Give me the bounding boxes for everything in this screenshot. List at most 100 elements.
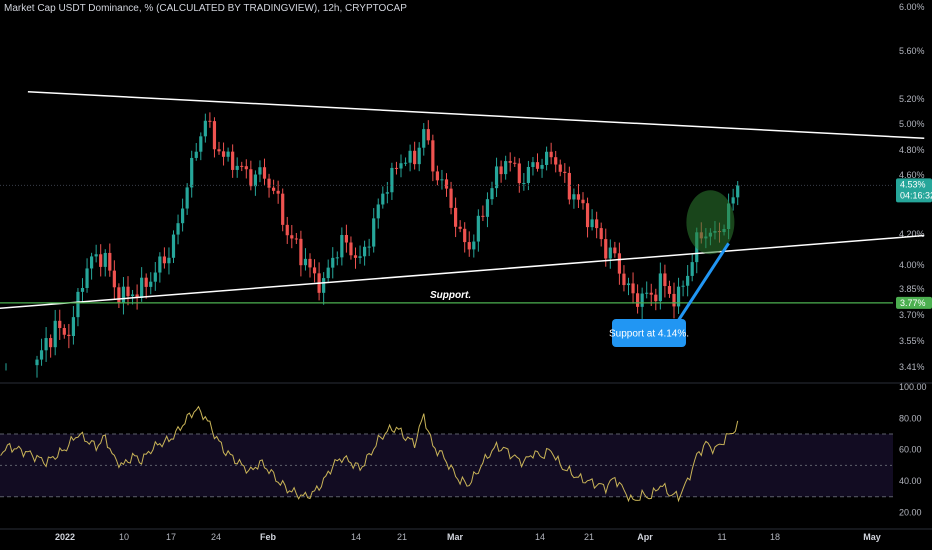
candle-body [262, 167, 267, 179]
candle-body [208, 120, 212, 122]
candle-body [576, 194, 581, 200]
candle [595, 211, 599, 239]
candle-body [344, 234, 348, 243]
candle [376, 198, 380, 229]
candle [363, 240, 367, 266]
candle-body [121, 286, 126, 304]
candle-body [399, 163, 403, 169]
price-axis-tick: 3.55% [899, 336, 925, 346]
candle [645, 281, 649, 299]
candle-body [181, 208, 185, 224]
candle-body [217, 149, 221, 152]
candle [99, 244, 103, 277]
candle-body [508, 161, 512, 163]
candle-body [253, 174, 257, 187]
candle [322, 272, 326, 305]
candle [176, 214, 180, 245]
candle-body [303, 258, 308, 266]
candle [599, 222, 603, 247]
time-axis[interactable]: 2022 10 17 24 Feb 14 21 Mar 14 21 Apr 11 18 May [55, 532, 881, 542]
candle [126, 276, 130, 306]
candle [417, 142, 421, 172]
rsi-line [0, 405, 739, 503]
candle [458, 220, 462, 233]
candle-body [581, 199, 585, 204]
candle-body [444, 179, 449, 189]
rsi-axis-tick: 80.00 [899, 413, 922, 423]
price-tag-label: 3.77% [900, 298, 926, 308]
candle-body [67, 334, 71, 337]
candle-body [686, 275, 690, 286]
candle [617, 242, 621, 285]
price-axis[interactable]: 6.00% 5.60% 5.20% 5.00% 4.80% 4.60% 4.20% 4.00%… [896, 2, 932, 517]
candle [508, 152, 512, 172]
candle [121, 277, 126, 315]
candle-body [53, 320, 57, 348]
candle [513, 156, 517, 167]
chart-title: Market Cap USDT Dominance, % (CALCULATED… [4, 3, 407, 14]
candle [276, 180, 280, 204]
candle [408, 144, 412, 172]
candle-body [590, 219, 594, 228]
candle [504, 155, 508, 180]
candle [522, 173, 526, 191]
candle-body [349, 242, 353, 256]
candle-body [422, 129, 426, 148]
candle-body [435, 171, 439, 181]
candle-body [135, 294, 139, 298]
candle-body [58, 320, 62, 329]
candle [308, 253, 312, 278]
price-axis-tick: 6.00% [899, 2, 925, 12]
candle [185, 183, 189, 215]
candle [281, 188, 285, 232]
candle-body [276, 190, 280, 194]
candle-body [99, 254, 103, 267]
rsi-axis-tick: 20.00 [899, 507, 922, 517]
candle-body [272, 187, 276, 191]
candle [171, 230, 176, 263]
candle [440, 169, 444, 190]
candle-body [554, 157, 558, 165]
candle [117, 283, 121, 308]
candle-body [681, 285, 685, 287]
time-axis-tick: 17 [166, 532, 176, 542]
candle-body [599, 228, 603, 240]
candle-body [490, 188, 494, 200]
candle [654, 288, 658, 311]
candle [39, 338, 44, 366]
candle-body [290, 235, 294, 239]
candle-body [185, 187, 189, 209]
candle-body [358, 256, 362, 258]
candle-body [312, 267, 317, 274]
candle-body [158, 256, 162, 273]
candle-body [108, 252, 112, 271]
candle [531, 157, 535, 176]
candle [231, 144, 235, 178]
candle-body [522, 182, 526, 184]
candle-body [331, 257, 335, 268]
candle [144, 273, 148, 299]
candle-body [167, 257, 171, 264]
support-price-tag [896, 296, 932, 309]
candle-body [240, 165, 244, 167]
candle [312, 259, 317, 283]
candle [549, 142, 553, 165]
candle [108, 243, 112, 277]
time-axis-tick: May [863, 532, 881, 542]
candle [663, 264, 667, 298]
candle-body [431, 140, 435, 172]
candle [622, 265, 626, 292]
candle-body [62, 328, 66, 335]
candle [381, 186, 385, 209]
candle [203, 113, 207, 143]
candle [358, 245, 362, 264]
candle-body [595, 219, 599, 229]
candle-body [390, 167, 394, 193]
candle [335, 251, 339, 266]
price-axis-tick: 5.60% [899, 46, 925, 56]
candle-body [49, 338, 53, 348]
candle [112, 260, 116, 300]
candle [736, 181, 740, 206]
candle [349, 236, 353, 260]
